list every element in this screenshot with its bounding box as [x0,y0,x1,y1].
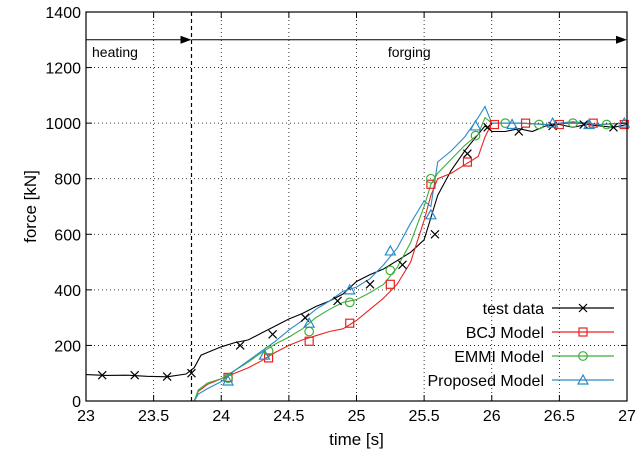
phase-annotations: heating forging [86,12,627,401]
series-1-point [304,336,314,346]
x-tick-label: 23.5 [138,408,169,425]
series-0-point [365,279,375,289]
legend-label: Proposed Model [427,373,544,390]
series-2-point [470,130,481,141]
series-0-point [398,260,407,270]
series-2-point [601,119,612,130]
legend-label: EMMI Model [454,349,544,366]
series-3-point [303,316,316,328]
series-3-point [221,374,235,386]
series-0-point [162,372,172,381]
series-0-point [235,341,245,350]
legend-label: test data [483,301,544,318]
series-1-point [263,353,274,363]
series-0-point [97,370,107,380]
x-tick-label: 26 [483,408,501,425]
axis-ticks: 23 23.5 24 24.5 25 25.5 26 26.5 27 0 200 400 600 800 1… [45,5,636,425]
y-tick-label: 1400 [45,5,81,22]
series-0-point [462,149,472,159]
series-lines [85,105,628,402]
series-line-0 [85,123,628,378]
x-tick-label: 25 [348,408,366,425]
series-1-point [462,157,473,167]
series-2-point [304,326,315,337]
series-0-point [430,229,440,239]
x-axis-label: time [s] [329,430,384,449]
series-1-point [345,318,355,328]
y-axis-label: force [kN] [21,170,40,243]
x-tick-label: 24.5 [273,408,304,425]
heating-label: heating [92,44,138,60]
series-0-point [579,120,589,129]
x-tick-label: 27 [618,408,636,425]
plot-frame [85,11,628,402]
series-1-point [554,119,564,130]
y-tick-label: 1200 [45,61,81,78]
legend-label: BCJ Model [466,325,544,342]
series-1-point [520,118,531,128]
series-2-point [568,118,578,129]
series-0-point [130,370,140,380]
legend: test data BCJ Model EMMI Model Proposed Mod… [427,301,614,390]
series-3-point [343,283,356,295]
y-tick-label: 600 [54,227,81,244]
series-3-point [384,244,397,256]
series-3-point [469,119,482,131]
series-2-point [534,119,544,130]
y-tick-label: 800 [54,172,81,189]
series-1-point [385,279,395,289]
series-0-point [333,296,342,306]
series-3-point [258,348,271,360]
series-2-point [223,373,233,384]
x-tick-label: 26.5 [544,408,575,425]
series-line-2 [193,116,628,402]
series-2-point [344,297,355,308]
series-3-point [424,208,437,220]
series-3-point [546,116,559,128]
series-1-point [426,179,436,189]
x-tick-label: 24 [212,408,230,425]
forging-arrow-head [616,35,627,44]
y-tick-label: 400 [54,283,81,300]
forging-label: forging [388,44,431,60]
heating-arrow-head [180,35,192,44]
y-tick-label: 200 [54,338,81,355]
series-markers [97,116,631,386]
series-2-point [385,265,396,276]
series-0-point [268,329,278,339]
y-tick-label: 1000 [45,116,81,133]
grid [86,12,627,401]
series-line-3 [193,105,628,402]
legend-swatch-marker [578,351,588,361]
legend-swatch-marker [576,373,590,385]
x-tick-label: 25.5 [409,408,440,425]
y-tick-label: 0 [72,394,81,411]
legend-swatch-marker [578,303,588,313]
series-1-point [489,119,500,130]
series-2-point [425,173,436,184]
series-0-point [187,368,196,378]
series-3-point [506,118,519,130]
series-3-point [583,118,596,130]
x-tick-label: 23 [77,408,95,425]
legend-swatch-marker [578,327,588,337]
